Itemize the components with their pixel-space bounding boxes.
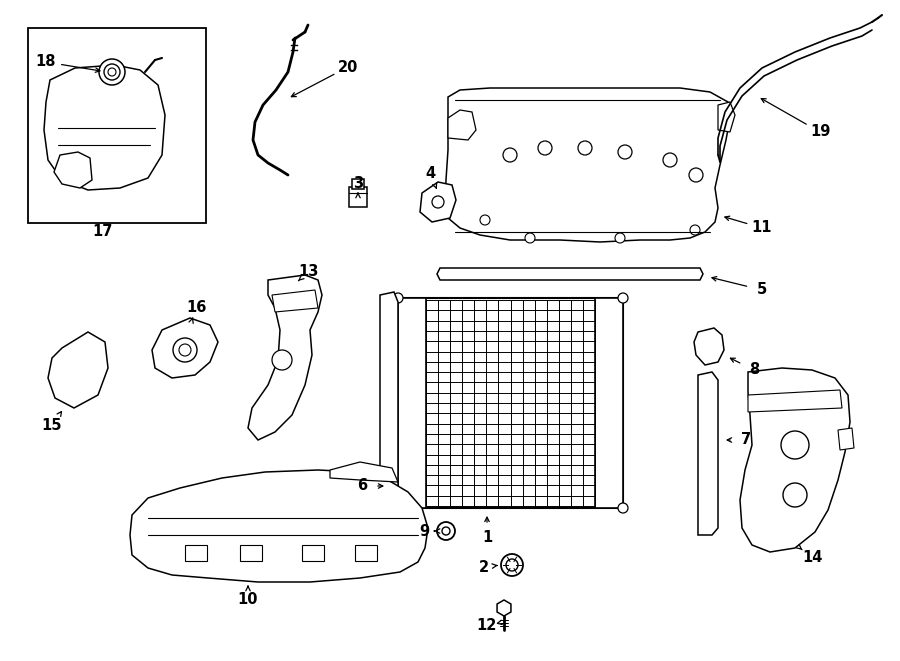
Text: 5: 5 [757,282,767,297]
Circle shape [108,68,116,76]
Circle shape [781,431,809,459]
Bar [352,179,364,189]
Polygon shape [838,428,854,450]
Polygon shape [48,332,108,408]
Text: 17: 17 [93,225,113,239]
Circle shape [618,293,628,303]
Polygon shape [248,275,322,440]
Circle shape [783,483,807,507]
Polygon shape [740,368,850,552]
Circle shape [503,148,517,162]
Circle shape [173,338,197,362]
Circle shape [480,215,490,225]
Bar [398,298,623,508]
Polygon shape [698,372,718,535]
Text: 11: 11 [752,221,772,235]
Text: 14: 14 [802,551,823,566]
Polygon shape [445,88,730,242]
Polygon shape [497,600,511,616]
Circle shape [99,59,125,85]
Text: 12: 12 [476,619,496,633]
Bar [398,298,426,508]
Polygon shape [694,328,724,365]
Circle shape [432,196,444,208]
Polygon shape [748,390,842,412]
Circle shape [442,527,450,535]
Polygon shape [448,110,476,140]
Circle shape [618,145,632,159]
Polygon shape [420,182,456,222]
Text: 1: 1 [482,531,492,545]
Polygon shape [272,290,318,312]
Polygon shape [44,65,165,190]
Text: 16: 16 [185,301,206,315]
Circle shape [179,344,191,356]
Text: 7: 7 [741,432,751,447]
Text: 9: 9 [418,524,429,539]
Circle shape [501,554,523,576]
Bar [240,545,262,561]
Circle shape [437,522,455,540]
Text: 6: 6 [357,479,367,494]
Polygon shape [718,102,735,132]
Text: 15: 15 [41,418,62,432]
Text: 10: 10 [238,592,258,607]
Bar [185,545,207,561]
Circle shape [615,233,625,243]
Circle shape [272,350,292,370]
Circle shape [689,168,703,182]
Polygon shape [152,318,218,378]
Polygon shape [54,152,92,188]
Text: 13: 13 [298,264,319,280]
Bar [355,545,377,561]
Circle shape [578,141,592,155]
Circle shape [393,503,403,513]
Polygon shape [437,268,703,280]
Text: 8: 8 [749,362,759,377]
Text: 3: 3 [353,176,363,190]
Circle shape [538,141,552,155]
Polygon shape [130,470,428,582]
Polygon shape [330,462,398,482]
Polygon shape [380,292,398,508]
Circle shape [525,233,535,243]
Bar [349,187,367,207]
Bar [595,298,623,508]
Circle shape [104,64,120,80]
Circle shape [663,153,677,167]
Circle shape [618,503,628,513]
Text: 19: 19 [810,124,830,139]
Circle shape [506,559,518,571]
Text: 18: 18 [36,54,56,69]
Text: 20: 20 [338,59,358,75]
Circle shape [393,293,403,303]
Bar [28,28,206,223]
Text: 4: 4 [425,165,435,180]
Text: 2: 2 [479,559,489,574]
Bar [302,545,324,561]
Circle shape [690,225,700,235]
